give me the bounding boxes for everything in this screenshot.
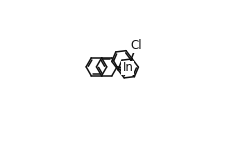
Text: Cl: Cl	[131, 39, 142, 52]
Text: In: In	[122, 61, 133, 74]
